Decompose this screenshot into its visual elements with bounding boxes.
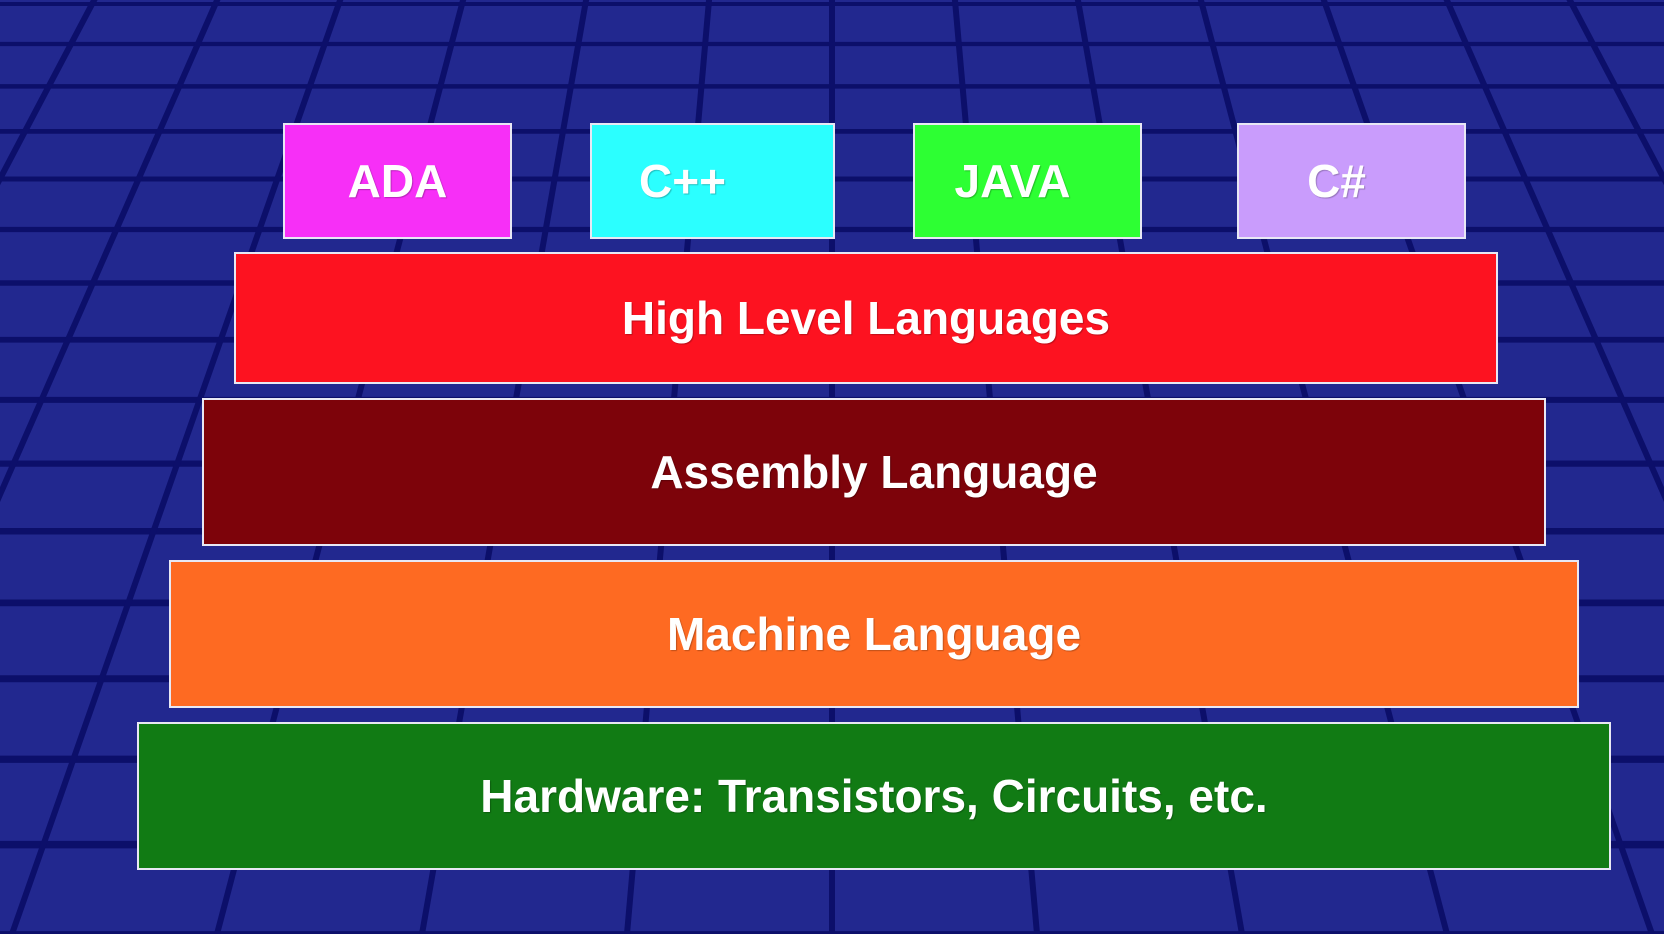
layer-assembly-language: Assembly Language	[202, 398, 1546, 546]
layer-hardware: Hardware: Transistors, Circuits, etc.	[137, 722, 1611, 870]
language-label-ada: ADA	[347, 155, 448, 207]
layer-label-hardware: Hardware: Transistors, Circuits, etc.	[480, 770, 1268, 822]
layer-label-assembly: Assembly Language	[650, 446, 1098, 498]
language-box-csharp: C#	[1237, 123, 1466, 239]
language-box-ada: ADA	[283, 123, 512, 239]
layer-high-level-languages: High Level Languages	[234, 252, 1498, 384]
language-label-java: JAVA	[954, 155, 1071, 207]
grid-line-perspective	[9, 0, 344, 934]
language-label-csharp: C#	[1307, 155, 1366, 207]
layer-machine-language: Machine Language	[169, 560, 1579, 708]
language-box-cpp: C++	[590, 123, 835, 239]
language-label-cpp: C++	[639, 155, 726, 207]
language-box-java: JAVA	[913, 123, 1142, 239]
layer-label-high-level: High Level Languages	[621, 292, 1111, 344]
layer-label-machine: Machine Language	[666, 608, 1082, 660]
